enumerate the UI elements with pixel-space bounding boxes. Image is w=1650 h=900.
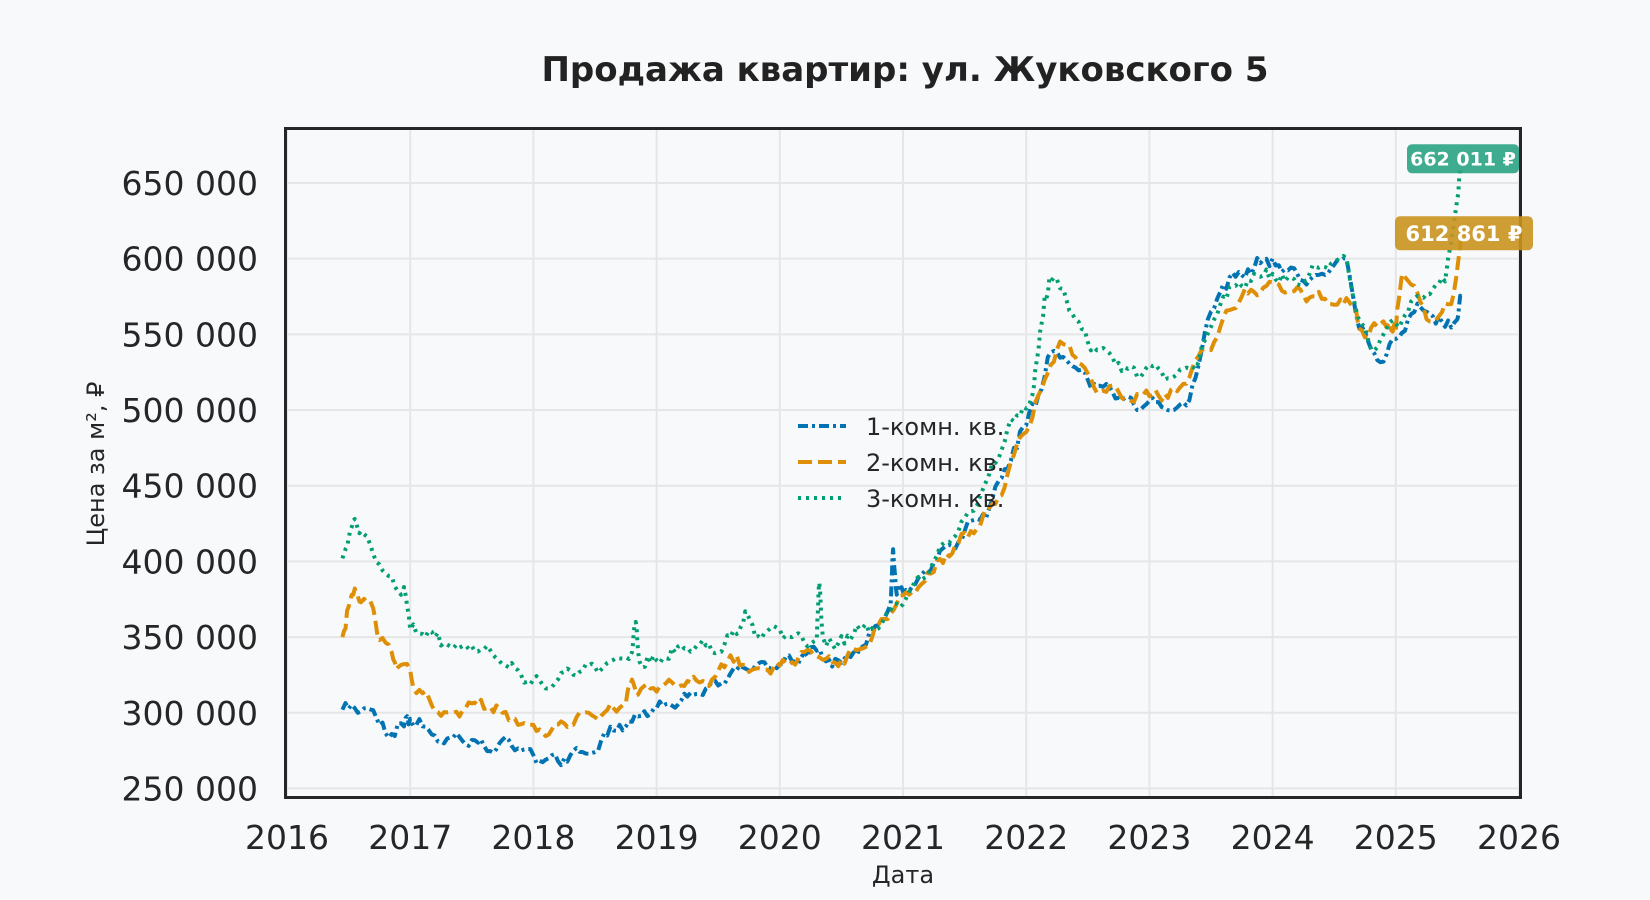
x-tick-label: 2017: [368, 818, 452, 857]
y-tick-label: 300 000: [122, 694, 258, 733]
legend-label: 1-комн. кв.: [866, 413, 1004, 441]
legend-label: 3-комн. кв.: [866, 485, 1004, 513]
y-tick-label: 400 000: [122, 542, 258, 581]
y-tick-label: 450 000: [122, 467, 258, 506]
chart-title: Продажа квартир: ул. Жуковского 5: [541, 50, 1268, 90]
series-line: [340, 164, 1464, 691]
x-tick-label: 2023: [1107, 818, 1191, 857]
y-axis-ticks: 250 000 300 000 350 000 400 000 450 000 500 0…: [122, 164, 258, 808]
y-tick-label: 250 000: [122, 769, 258, 808]
y-tick-label: 650 000: [122, 164, 258, 203]
value-badge-label: 612 861 ₽: [1406, 222, 1523, 246]
value-badge: [1395, 216, 1533, 251]
x-axis-label: Дата: [872, 861, 934, 889]
value-badge-label: 662 011 ₽: [1410, 149, 1516, 171]
x-tick-label: 2026: [1477, 818, 1561, 857]
legend: 1-комн. кв. 2-комн. кв. 3-комн. кв.: [798, 413, 1004, 513]
y-axis-label: Цена за м², ₽: [82, 382, 110, 547]
y-tick-label: 350 000: [122, 618, 258, 657]
x-tick-label: 2018: [491, 818, 575, 857]
y-tick-label: 550 000: [122, 315, 258, 354]
value-badge: [1407, 144, 1519, 174]
legend-label: 2-комн. кв.: [866, 449, 1004, 477]
series-lines: [340, 164, 1464, 768]
x-tick-label: 2024: [1231, 818, 1315, 857]
x-tick-label: 2019: [615, 818, 699, 857]
value-badges: 662 011 ₽ 612 861 ₽: [1395, 144, 1533, 251]
x-tick-label: 2025: [1354, 818, 1438, 857]
y-tick-label: 500 000: [122, 391, 258, 430]
x-tick-label: 2020: [738, 818, 822, 857]
x-tick-label: 2016: [245, 818, 329, 857]
series-line: [340, 238, 1464, 739]
plot-frame: [284, 127, 1522, 799]
series-line: [340, 256, 1463, 768]
y-tick-label: 600 000: [122, 240, 258, 279]
x-tick-label: 2021: [861, 818, 945, 857]
x-tick-label: 2022: [984, 818, 1068, 857]
x-axis-ticks: 2016 2017 2018 2019 2020 2021 2022 2023 2024 2025…: [245, 818, 1561, 857]
